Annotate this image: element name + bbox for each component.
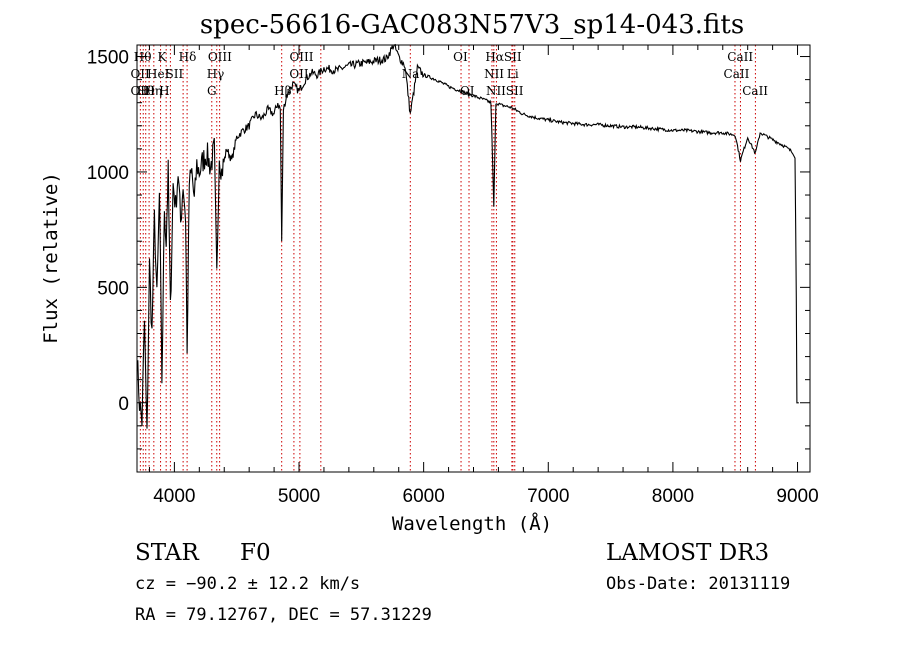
line-label-1-8: CaII	[724, 67, 750, 81]
plot-frame	[136, 44, 811, 473]
object-class: STAR	[135, 540, 199, 566]
y-tick-label-500: 500	[97, 278, 129, 299]
spectrum-line	[136, 43, 799, 429]
x-tick-label-4000: 4000	[153, 486, 195, 507]
line-label-2-2: Hη	[144, 84, 162, 98]
line-label-2-1: Hθ	[137, 84, 155, 98]
line-label-2-7: NII	[486, 84, 506, 98]
line-label-0-4: OIII	[289, 50, 313, 64]
line-label-2-5: Hβ	[274, 84, 291, 98]
chart-title: spec-56616-GAC083N57V3_sp14-043.fits	[200, 10, 744, 40]
line-label-2-4: G	[207, 84, 217, 98]
line-label-1-2: SII	[166, 67, 184, 81]
x-axis-ticks: 4000 5000 6000 7000 8000 9000	[148, 45, 819, 507]
line-label-0-5: OI	[453, 50, 468, 64]
y-tick-label-0: 0	[118, 394, 129, 415]
line-label-0-7: SII	[504, 50, 522, 64]
line-label-0-8: CaII	[727, 50, 753, 64]
y-axis-label: Flux (relative)	[40, 172, 62, 344]
line-label-1-6: NII	[484, 67, 504, 81]
line-label-0-6: Hα	[485, 50, 504, 64]
line-label-1-3: Hγ	[207, 67, 225, 81]
spectral-line-markers	[139, 45, 756, 472]
line-label-0-1: K	[157, 50, 167, 64]
x-tick-label-8000: 8000	[652, 486, 694, 507]
line-label-2-3: H	[159, 84, 169, 98]
line-label-1-7: Li	[507, 67, 519, 81]
line-label-1-1: HeI	[147, 67, 170, 81]
line-label-2-8: SII	[506, 84, 524, 98]
object-subclass: F0	[240, 540, 271, 566]
x-tick-label-5000: 5000	[278, 486, 320, 507]
x-tick-label-6000: 6000	[403, 486, 445, 507]
line-label-2-9: CaII	[742, 84, 768, 98]
line-label-1-0: OII	[130, 67, 150, 81]
coordinates: RA = 79.12767, DEC = 57.31229	[135, 605, 432, 625]
observation-date: Obs-Date: 20131119	[606, 574, 790, 594]
x-tick-label-9000: 9000	[776, 486, 818, 507]
x-tick-label-7000: 7000	[527, 486, 569, 507]
line-label-1-4: OII	[289, 67, 309, 81]
redshift-cz: cz = −90.2 ± 12.2 km/s	[135, 574, 360, 594]
survey-name: LAMOST DR3	[606, 540, 769, 566]
line-label-0-3: OIII	[208, 50, 232, 64]
y-axis-ticks: 0 500 1000 1500	[87, 48, 810, 450]
y-tick-label-1500: 1500	[87, 48, 129, 69]
line-label-2-0: OII	[130, 84, 150, 98]
line-label-0-2: Hδ	[179, 50, 197, 64]
y-tick-label-1000: 1000	[87, 163, 129, 184]
x-axis-label: Wavelength (Å)	[392, 512, 552, 535]
